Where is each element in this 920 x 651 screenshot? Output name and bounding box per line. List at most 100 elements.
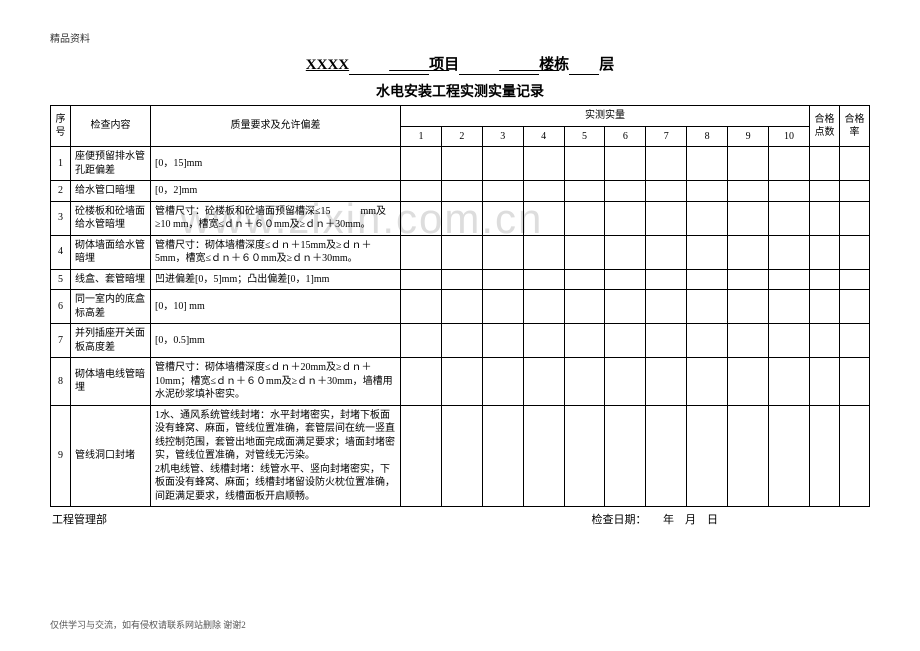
title-blank-3 [569,53,599,75]
title-mid2: 楼栋 [539,57,569,73]
cell-meas [523,269,564,290]
cell-item: 管线洞口封堵 [71,405,151,507]
cell-item: 线盒、套管暗埋 [71,269,151,290]
th-req: 质量要求及允许偏差 [151,106,401,147]
cell-req: 管槽尺寸：砌体墙槽深度≤ｄｎ＋20mm及≥ｄｎ＋10mm；槽宽≤ｄｎ＋６０mm及… [151,358,401,406]
cell-pts [810,181,840,202]
cell-req: 1水、通风系统管线封堵：水平封堵密实，封堵下板面没有蜂窝、麻面，管线位置准确，套… [151,405,401,507]
cell-meas [687,405,728,507]
cell-req: [0，10] mm [151,290,401,324]
th-n7: 7 [646,126,687,147]
cell-meas [687,201,728,235]
cell-meas [482,324,523,358]
cell-meas [646,405,687,507]
cell-meas [687,290,728,324]
cell-meas [646,358,687,406]
table-row: 9管线洞口封堵1水、通风系统管线封堵：水平封堵密实，封堵下板面没有蜂窝、麻面，管… [51,405,870,507]
cell-meas [564,290,605,324]
cell-meas [441,405,482,507]
th-n5: 5 [564,126,605,147]
cell-meas [523,290,564,324]
table-row: 7并列插座开关面板高度差[0，0.5]mm [51,324,870,358]
cell-rate [840,181,870,202]
cell-req: 管槽尺寸：砼楼板和砼墙面预留槽深≤15 mm及≥10 mm，槽宽≤ｄｎ＋６０mm… [151,201,401,235]
cell-meas [769,269,810,290]
cell-item: 同一室内的底盒标高差 [71,290,151,324]
th-n8: 8 [687,126,728,147]
cell-meas [687,181,728,202]
footer-left: 工程管理部 [52,511,107,527]
cell-pts [810,324,840,358]
cell-req: [0，2]mm [151,181,401,202]
cell-meas [401,324,442,358]
table-row: 8砌体墙电线管暗埋管槽尺寸：砌体墙槽深度≤ｄｎ＋20mm及≥ｄｎ＋10mm；槽宽… [51,358,870,406]
cell-meas [401,181,442,202]
cell-meas [482,181,523,202]
cell-meas [605,147,646,181]
th-seq: 序号 [51,106,71,147]
cell-meas [646,269,687,290]
cell-meas [564,147,605,181]
cell-meas [523,324,564,358]
cell-meas [401,235,442,269]
cell-pts [810,147,840,181]
cell-meas [401,147,442,181]
th-pts: 合格点数 [810,106,840,147]
th-n3: 3 [482,126,523,147]
cell-meas [441,324,482,358]
title-blank-2 [459,53,539,75]
cell-meas [728,290,769,324]
cell-meas [646,290,687,324]
cell-meas [523,358,564,406]
cell-seq: 8 [51,358,71,406]
cell-item: 砼楼板和砼墙面给水管暗埋 [71,201,151,235]
cell-rate [840,405,870,507]
cell-meas [728,147,769,181]
cell-meas [769,235,810,269]
bottom-page: 2 [241,620,246,630]
cell-meas [523,405,564,507]
cell-meas [441,181,482,202]
cell-meas [564,358,605,406]
cell-item: 砌体墙面给水管暗埋 [71,235,151,269]
cell-meas [646,181,687,202]
cell-pts [810,269,840,290]
cell-meas [769,290,810,324]
header-label: 精品资料 [50,30,870,45]
th-rate: 合格率 [840,106,870,147]
cell-meas [646,201,687,235]
title-line: XXXX 项目 楼栋 层 [50,53,870,75]
footer-row: 工程管理部 检查日期： 年 月 日 [50,511,870,527]
cell-meas [728,235,769,269]
cell-meas [564,324,605,358]
cell-meas [646,235,687,269]
cell-meas [646,324,687,358]
title-prefix: XXXX [306,57,349,73]
cell-meas [564,405,605,507]
table-body: 1座便预留排水管孔距偏差[0，15]mm2给水管口暗埋[0，2]mm3砼楼板和砼… [51,147,870,507]
th-n6: 6 [605,126,646,147]
cell-seq: 1 [51,147,71,181]
table-row: 2给水管口暗埋[0，2]mm [51,181,870,202]
cell-meas [441,201,482,235]
cell-meas [482,358,523,406]
cell-rate [840,235,870,269]
cell-meas [482,405,523,507]
bottom-note: 仅供学习与交流，如有侵权请联系网站删除 谢谢2 [50,618,246,631]
cell-seq: 4 [51,235,71,269]
cell-meas [482,147,523,181]
cell-req: 管槽尺寸：砌体墙槽深度≤ｄｎ＋15mm及≥ｄｎ＋5mm，槽宽≤ｄｎ＋６０mm及≥… [151,235,401,269]
cell-meas [523,147,564,181]
cell-meas [564,235,605,269]
th-n2: 2 [441,126,482,147]
cell-pts [810,290,840,324]
cell-meas [769,181,810,202]
title-mid1: 项目 [429,57,459,73]
cell-meas [605,235,646,269]
cell-pts [810,235,840,269]
footer-right: 检查日期： 年 月 日 [592,511,869,527]
cell-meas [728,324,769,358]
cell-meas [605,324,646,358]
cell-meas [687,324,728,358]
cell-meas [605,290,646,324]
